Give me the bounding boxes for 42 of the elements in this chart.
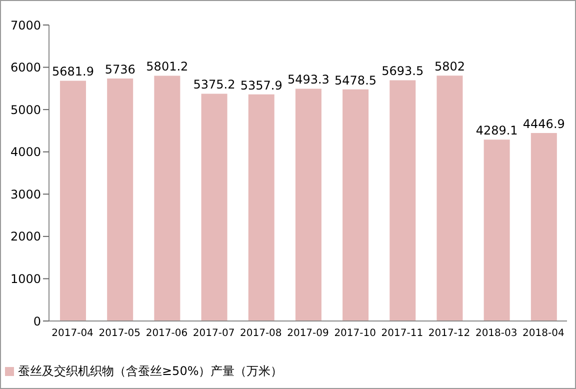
data-label: 5478.5	[334, 73, 377, 88]
data-label: 4446.9	[522, 116, 565, 131]
bar	[60, 80, 86, 321]
data-label: 5802	[434, 60, 465, 74]
bar	[342, 89, 369, 321]
data-label: 5681.9	[52, 64, 94, 79]
x-tick-label: 2017-07	[192, 328, 235, 340]
y-tick-label: 1000	[10, 272, 41, 286]
data-label: 5693.5	[382, 64, 424, 78]
x-tick-label: 2017-04	[52, 328, 94, 340]
x-tick-label: 2018-03	[475, 328, 518, 340]
bar	[484, 140, 510, 321]
x-tick-label: 2017-09	[287, 328, 329, 340]
data-label: 5801.2	[146, 60, 188, 74]
bar	[530, 132, 557, 321]
y-tick-label: 6000	[10, 60, 41, 75]
x-tick-label: 2017-05	[98, 328, 141, 340]
bar	[390, 80, 416, 321]
bar	[201, 94, 228, 321]
data-label: 5736	[104, 62, 136, 76]
legend-label: 蚕丝及交织机织物（含蚕丝≥50%）产量（万米）	[18, 364, 283, 378]
x-tick-label: 2017-06	[146, 328, 188, 340]
bar	[295, 88, 322, 321]
bar	[154, 76, 180, 321]
bar	[436, 76, 463, 321]
x-tick-label: 2017-10	[334, 328, 376, 340]
y-tick-label: 4000	[10, 145, 41, 160]
bar	[107, 78, 134, 321]
data-label: 5357.9	[240, 78, 282, 92]
y-tick-label: 5000	[10, 102, 41, 117]
y-tick-label: 3000	[10, 187, 41, 202]
y-tick-label: 2000	[10, 230, 41, 244]
x-tick-label: 2017-12	[428, 328, 470, 340]
y-tick-label: 0	[33, 314, 41, 328]
x-tick-label: 2017-08	[240, 328, 282, 340]
bar	[248, 94, 274, 321]
y-tick-label: 7000	[10, 18, 41, 32]
data-label: 5375.2	[193, 78, 236, 92]
data-label: 4289.1	[476, 124, 518, 138]
data-label: 5493.3	[287, 72, 330, 87]
x-tick-label: 2017-11	[381, 328, 424, 340]
x-tick-label: 2018-04	[522, 328, 564, 340]
